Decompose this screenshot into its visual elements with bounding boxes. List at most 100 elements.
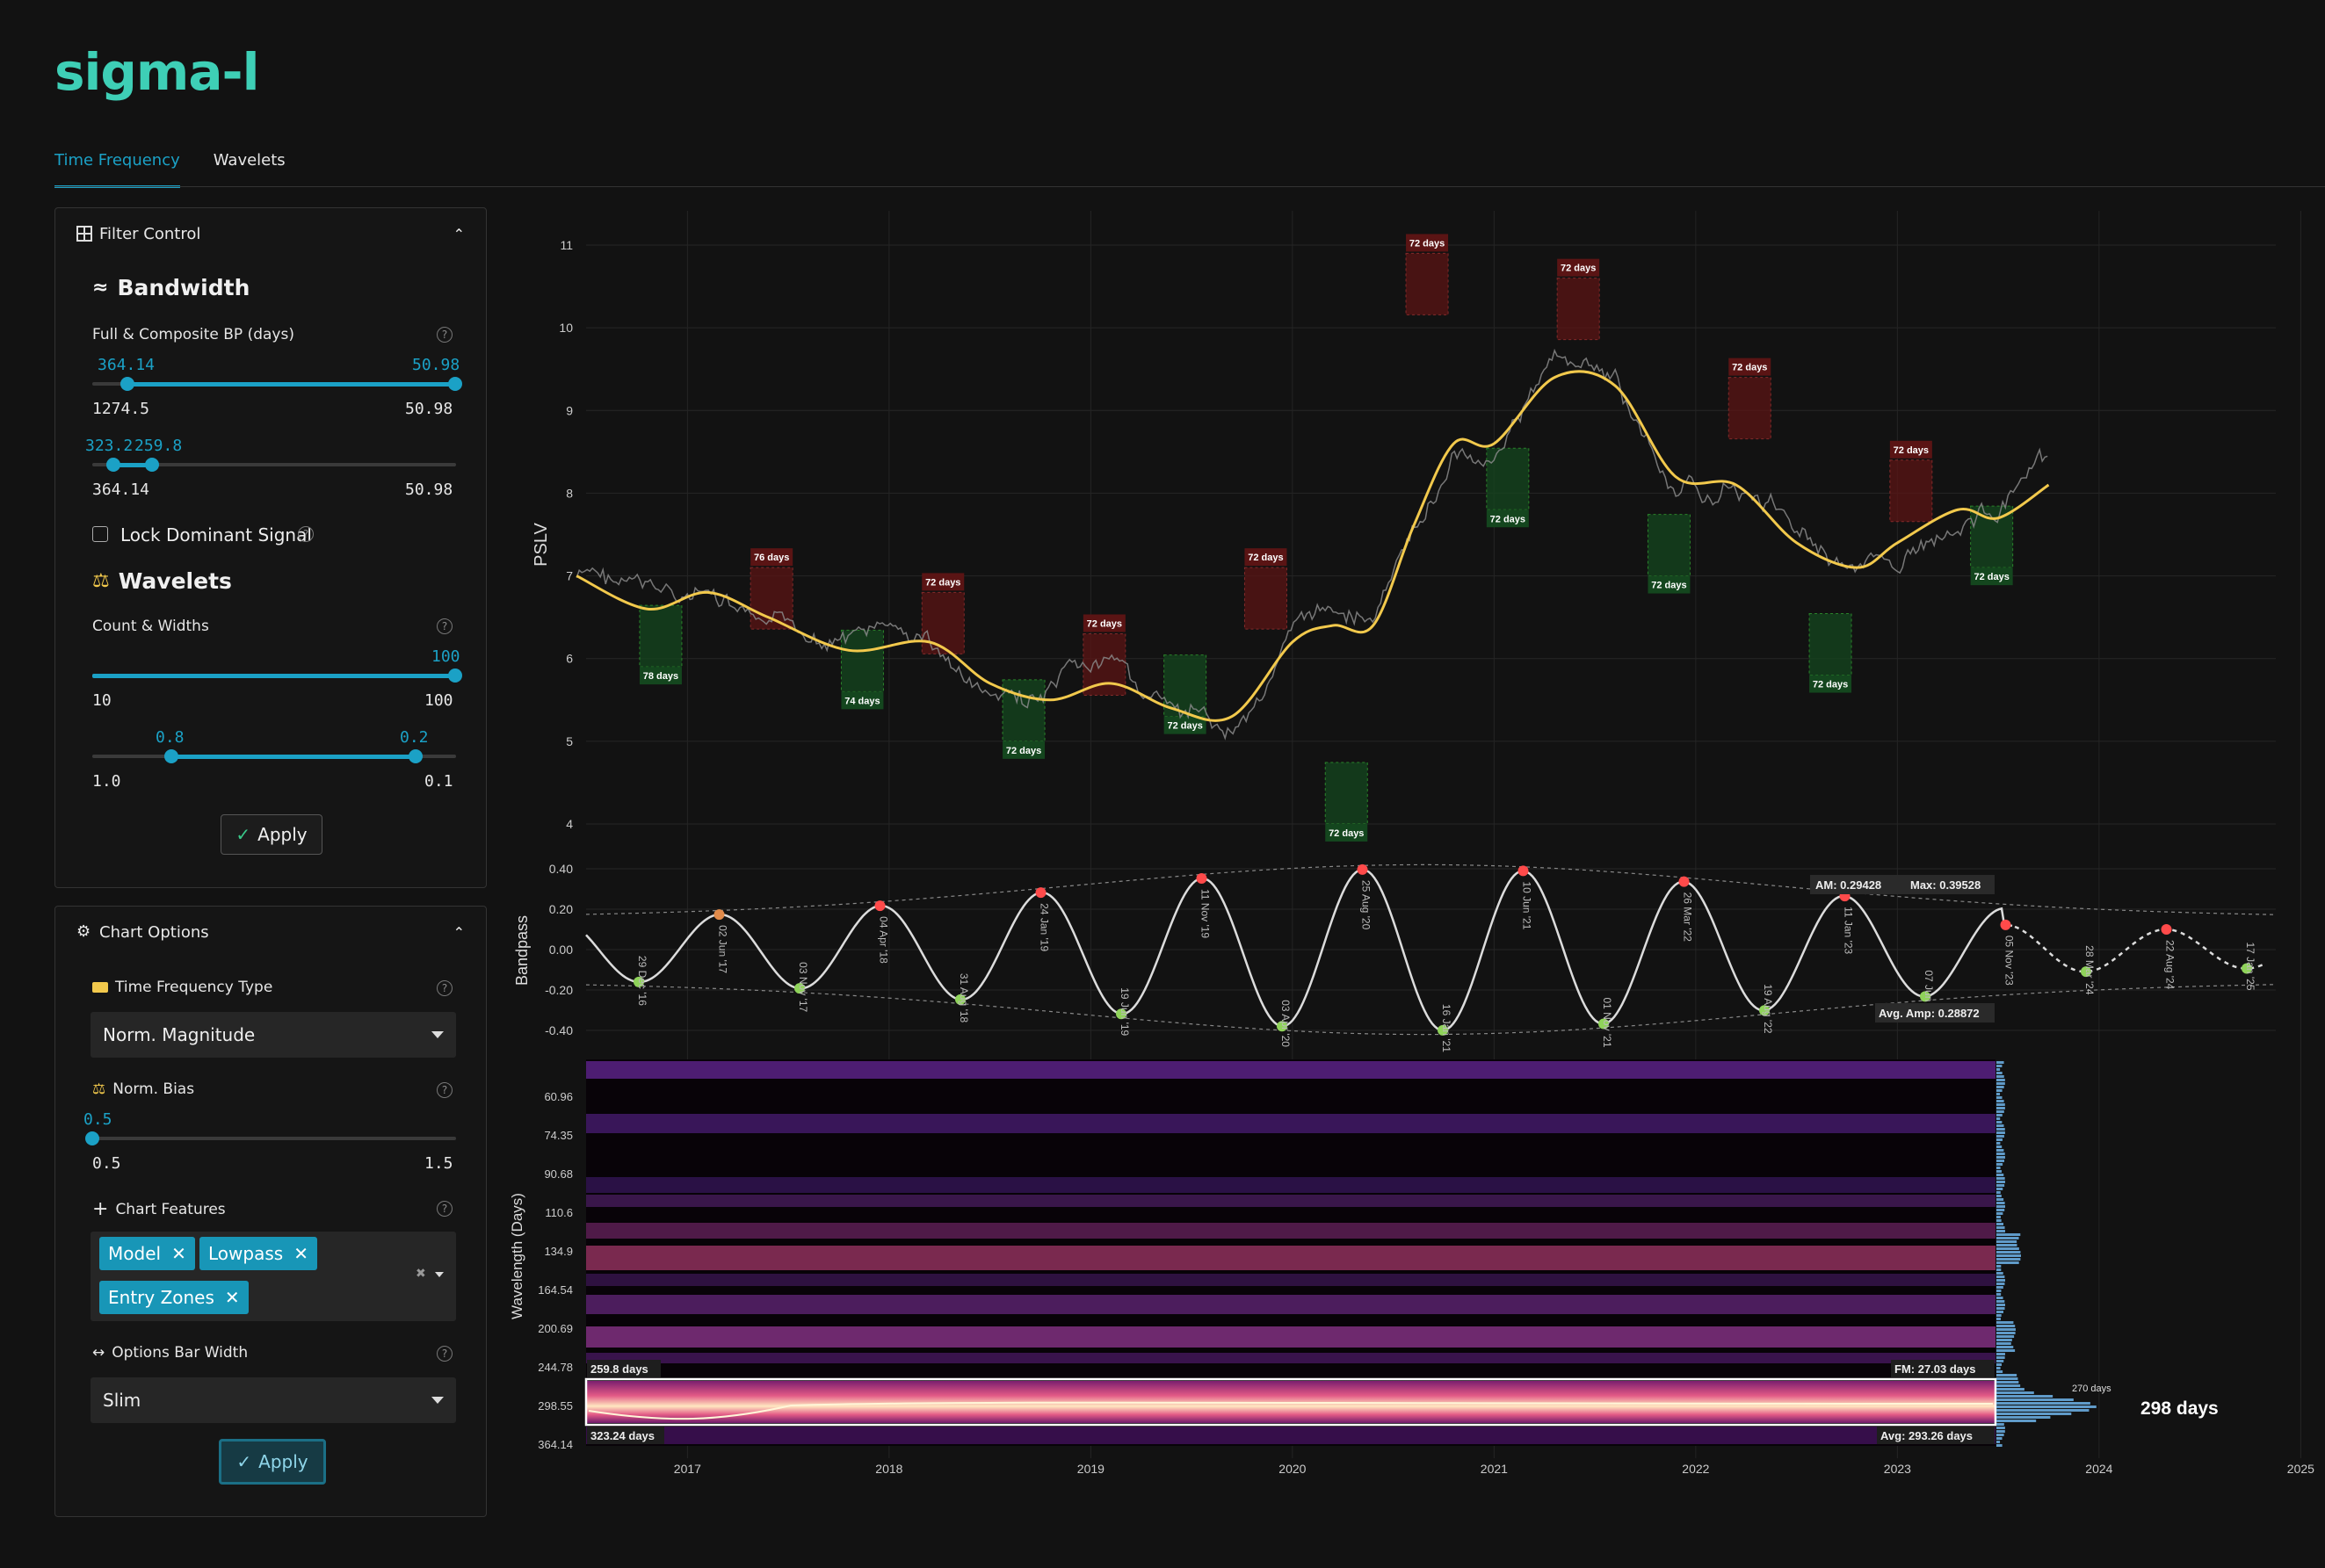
heatmap-band bbox=[586, 1177, 1995, 1193]
histogram-bar bbox=[1996, 1297, 2003, 1299]
chart-options-header[interactable]: ⚙ Chart Options ⌃ bbox=[55, 907, 486, 957]
histogram-bar bbox=[1996, 1072, 2003, 1074]
tab-wavelets[interactable]: Wavelets bbox=[213, 151, 286, 170]
count-slider-range bbox=[92, 674, 456, 678]
count-slider-handle[interactable] bbox=[448, 668, 462, 683]
composite-slider-high-handle[interactable] bbox=[145, 458, 159, 472]
top-entry-zone bbox=[1243, 567, 1287, 630]
lock-dominant-checkbox[interactable] bbox=[92, 526, 108, 542]
chevron-up-icon[interactable]: ⌃ bbox=[453, 923, 465, 941]
norm-bias-track[interactable] bbox=[92, 1137, 456, 1140]
help-icon[interactable]: ? bbox=[437, 1346, 453, 1362]
histogram-bar bbox=[1996, 1356, 2005, 1359]
cycle-date-label: 22 Aug '24 bbox=[2164, 940, 2177, 990]
histogram-bar bbox=[1996, 1420, 2037, 1422]
top-entry-zone bbox=[1727, 377, 1771, 440]
wavelength-histogram bbox=[1996, 1061, 2097, 1447]
dominant-label: 298 days bbox=[2140, 1398, 2219, 1419]
chart-features-multiselect[interactable]: Model ✕ Lowpass ✕ Entry Zones ✕ ✖ bbox=[91, 1232, 456, 1321]
help-icon[interactable]: ? bbox=[437, 327, 453, 343]
histogram-bar bbox=[1996, 1430, 2005, 1433]
avg-label: Avg: 293.26 days bbox=[1880, 1429, 1973, 1442]
trough-marker bbox=[955, 994, 966, 1005]
bar-width-select[interactable]: Slim bbox=[91, 1377, 456, 1423]
cycle-date-label: 26 Mar '22 bbox=[1682, 892, 1694, 943]
feature-chip-model[interactable]: Model ✕ bbox=[99, 1237, 195, 1270]
histogram-bar bbox=[1996, 1261, 2019, 1264]
width-slider-min-label: 1.0 bbox=[92, 772, 121, 791]
help-icon[interactable]: ? bbox=[437, 1201, 453, 1217]
help-icon[interactable]: ? bbox=[437, 618, 453, 634]
close-icon[interactable]: ✕ bbox=[171, 1243, 186, 1264]
check-icon: ✓ bbox=[235, 824, 251, 845]
dominant-band bbox=[586, 1381, 1995, 1423]
histogram-bar bbox=[1996, 1328, 2016, 1331]
help-icon[interactable]: ? bbox=[437, 1082, 453, 1098]
envelope-bottom bbox=[585, 984, 2274, 1036]
close-icon[interactable]: ✕ bbox=[224, 1287, 240, 1308]
composite-slider-track[interactable] bbox=[92, 463, 456, 466]
close-icon[interactable]: ✕ bbox=[293, 1243, 308, 1264]
histogram-bar bbox=[1996, 1121, 2003, 1124]
histogram-bar bbox=[1996, 1184, 2005, 1187]
width-slider-low-handle[interactable] bbox=[164, 749, 178, 763]
histogram-bar bbox=[1996, 1131, 2005, 1134]
histogram-bar bbox=[1996, 1145, 2003, 1148]
chevron-up-icon[interactable]: ⌃ bbox=[453, 225, 465, 242]
histogram-bar bbox=[1996, 1135, 2004, 1138]
histogram-bar bbox=[1996, 1346, 2014, 1348]
caret-down-icon bbox=[431, 1397, 444, 1404]
am-label: AM: 0.29428 bbox=[1815, 878, 1881, 892]
histogram-bar bbox=[1996, 1423, 2004, 1426]
feature-chip-entry-zones[interactable]: Entry Zones ✕ bbox=[99, 1281, 249, 1314]
tf-type-select[interactable]: Norm. Magnitude bbox=[91, 1012, 456, 1058]
zone-label-box bbox=[1003, 741, 1046, 759]
histogram-bar bbox=[1996, 1444, 2003, 1447]
histogram-bar bbox=[1996, 1216, 2001, 1218]
help-icon[interactable]: ? bbox=[298, 526, 314, 542]
top-entry-zone bbox=[750, 567, 793, 630]
peak-marker bbox=[1678, 876, 1690, 887]
zone-label-box bbox=[1970, 567, 2013, 586]
tab-time-frequency[interactable]: Time Frequency bbox=[54, 151, 180, 188]
bp-slider-low-value: 364.14 bbox=[98, 356, 156, 374]
top-entry-zone bbox=[1405, 252, 1449, 315]
heatmap-ytick: 134.9 bbox=[544, 1245, 573, 1258]
feature-chip-lowpass[interactable]: Lowpass ✕ bbox=[199, 1237, 317, 1270]
width-slider-high-handle[interactable] bbox=[409, 749, 423, 763]
chart-features-heading: + Chart Features bbox=[92, 1198, 226, 1220]
histogram-bar bbox=[1996, 1065, 2003, 1067]
bottom-entry-zone bbox=[840, 629, 884, 692]
heatmap-band bbox=[586, 1223, 1995, 1239]
zone-label: 72 days bbox=[1087, 618, 1122, 629]
histogram-bar bbox=[1996, 1114, 2003, 1116]
caret-down-icon[interactable] bbox=[435, 1272, 444, 1277]
bp-slider-high-handle[interactable] bbox=[448, 377, 462, 391]
count-slider-value: 100 bbox=[431, 647, 460, 666]
chart-options-apply-button[interactable]: ✓ Apply bbox=[219, 1439, 326, 1485]
bp-slider-low-handle[interactable] bbox=[120, 377, 134, 391]
band-top-label: 259.8 days bbox=[590, 1362, 648, 1376]
histogram-bar bbox=[1996, 1209, 2005, 1211]
bottom-entry-zone bbox=[1002, 679, 1046, 742]
zone-label: 72 days bbox=[1732, 363, 1767, 373]
composite-slider-low-handle[interactable] bbox=[106, 458, 120, 472]
composite-slider-min-label: 364.14 bbox=[92, 481, 150, 499]
histogram-bar bbox=[1996, 1335, 2015, 1338]
cycle-date-label: 24 Jan '19 bbox=[1039, 903, 1051, 951]
cycle-date-label: 19 Aug '22 bbox=[1762, 984, 1774, 1034]
price-ytick: 4 bbox=[566, 817, 573, 831]
filter-apply-button[interactable]: ✓ Apply bbox=[221, 814, 322, 855]
histogram-bar bbox=[1996, 1223, 2003, 1225]
composite-slider-max-label: 50.98 bbox=[405, 481, 453, 499]
composite-slider-range bbox=[113, 463, 152, 467]
clear-icon[interactable]: ✖ bbox=[416, 1267, 426, 1281]
filter-control-header[interactable]: Filter Control ⌃ bbox=[55, 208, 486, 259]
zone-label-box bbox=[1406, 234, 1449, 252]
norm-bias-handle[interactable] bbox=[85, 1131, 99, 1145]
heatmap-ytick: 364.14 bbox=[538, 1438, 573, 1451]
top-entry-zone bbox=[921, 591, 965, 654]
zone-label-box bbox=[639, 667, 682, 685]
histogram-bar bbox=[1996, 1353, 2005, 1355]
help-icon[interactable]: ? bbox=[437, 980, 453, 996]
